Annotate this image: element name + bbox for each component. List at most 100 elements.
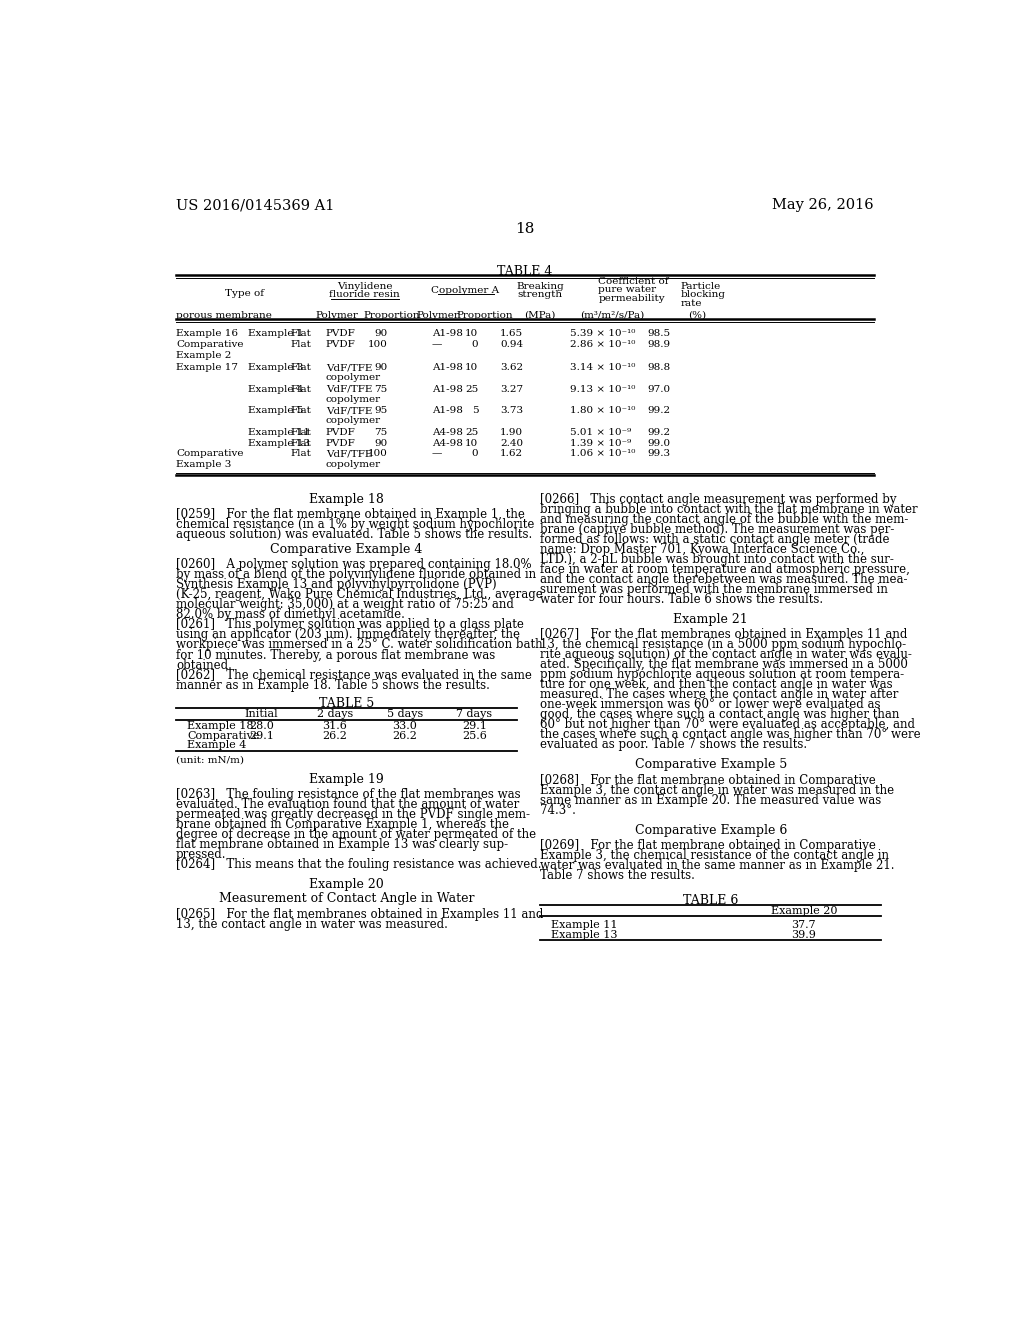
Text: workpiece was immersed in a 25° C. water solidification bath: workpiece was immersed in a 25° C. water…	[176, 639, 543, 652]
Text: Comparative Example 4: Comparative Example 4	[270, 543, 423, 556]
Text: Flat: Flat	[291, 428, 311, 437]
Text: 82.0% by mass of dimethyl acetamide.: 82.0% by mass of dimethyl acetamide.	[176, 609, 404, 622]
Text: [0264]   This means that the fouling resistance was achieved.: [0264] This means that the fouling resis…	[176, 858, 542, 871]
Text: Initial: Initial	[245, 709, 279, 719]
Text: Table 7 shows the results.: Table 7 shows the results.	[541, 869, 695, 882]
Text: 2.86 × 10⁻¹⁰: 2.86 × 10⁻¹⁰	[569, 341, 635, 348]
Text: blocking: blocking	[681, 290, 726, 300]
Text: PVDF: PVDF	[326, 428, 355, 437]
Text: 10: 10	[465, 438, 478, 447]
Text: one-week immersion was 60° or lower were evaluated as: one-week immersion was 60° or lower were…	[541, 698, 881, 711]
Text: US 2016/0145369 A1: US 2016/0145369 A1	[176, 198, 335, 213]
Text: 1.06 × 10⁻¹⁰: 1.06 × 10⁻¹⁰	[569, 449, 635, 458]
Text: Example 16: Example 16	[176, 330, 238, 338]
Text: permeability: permeability	[598, 294, 665, 302]
Text: 31.6: 31.6	[323, 721, 347, 731]
Text: [0261]   This polymer solution was applied to a glass plate: [0261] This polymer solution was applied…	[176, 619, 524, 631]
Text: 0: 0	[472, 341, 478, 348]
Text: copolymer: copolymer	[326, 461, 381, 469]
Text: 13, the contact angle in water was measured.: 13, the contact angle in water was measu…	[176, 917, 447, 931]
Text: [0266]   This contact angle measurement was performed by: [0266] This contact angle measurement wa…	[541, 492, 897, 506]
Text: Example 21: Example 21	[674, 612, 749, 626]
Text: —: —	[432, 449, 442, 458]
Text: bringing a bubble into contact with the flat membrane in water: bringing a bubble into contact with the …	[541, 503, 918, 516]
Text: 97.0: 97.0	[647, 385, 671, 393]
Text: Particle: Particle	[681, 281, 721, 290]
Text: rite aqueous solution) of the contact angle in water was evalu-: rite aqueous solution) of the contact an…	[541, 648, 912, 661]
Text: same manner as in Example 20. The measured value was: same manner as in Example 20. The measur…	[541, 793, 882, 807]
Text: 26.2: 26.2	[323, 731, 347, 742]
Text: —: —	[432, 341, 442, 348]
Text: flat membrane obtained in Example 13 was clearly sup-: flat membrane obtained in Example 13 was…	[176, 838, 508, 851]
Text: (MPa): (MPa)	[524, 312, 556, 319]
Text: 29.1: 29.1	[462, 721, 486, 731]
Text: 90: 90	[375, 330, 388, 338]
Text: Flat: Flat	[291, 341, 311, 348]
Text: 29.1: 29.1	[249, 731, 273, 742]
Text: 28.0: 28.0	[249, 721, 273, 731]
Text: 99.2: 99.2	[647, 407, 671, 416]
Text: manner as in Example 18. Table 5 shows the results.: manner as in Example 18. Table 5 shows t…	[176, 678, 489, 692]
Text: copolymer: copolymer	[326, 416, 381, 425]
Text: Example 4: Example 4	[187, 741, 247, 751]
Text: 3.73: 3.73	[500, 407, 523, 416]
Text: permeated was greatly decreased in the PVDF single mem-: permeated was greatly decreased in the P…	[176, 808, 530, 821]
Text: the cases where such a contact angle was higher than 70° were: the cases where such a contact angle was…	[541, 729, 921, 742]
Text: 1.65: 1.65	[500, 330, 523, 338]
Text: Polymer: Polymer	[417, 312, 460, 319]
Text: [0263]   The fouling resistance of the flat membranes was: [0263] The fouling resistance of the fla…	[176, 788, 520, 801]
Text: 25.6: 25.6	[462, 731, 486, 742]
Text: Proportion: Proportion	[456, 312, 513, 319]
Text: Example 5: Example 5	[248, 407, 303, 416]
Text: Example 3, the contact angle in water was measured in the: Example 3, the contact angle in water wa…	[541, 784, 894, 797]
Text: Example 3: Example 3	[176, 461, 231, 469]
Text: Example 4: Example 4	[248, 385, 303, 393]
Text: VdF/TFE: VdF/TFE	[326, 407, 372, 416]
Text: 99.2: 99.2	[647, 428, 671, 437]
Text: Comparative: Comparative	[176, 449, 244, 458]
Text: Example 13: Example 13	[248, 438, 310, 447]
Text: ated. Specifically, the flat membrane was immersed in a 5000: ated. Specifically, the flat membrane wa…	[541, 659, 908, 671]
Text: Example 19: Example 19	[309, 772, 384, 785]
Text: Example 18: Example 18	[187, 721, 253, 731]
Text: 25: 25	[465, 428, 478, 437]
Text: Copolymer A: Copolymer A	[431, 286, 499, 296]
Text: evaluated. The evaluation found that the amount of water: evaluated. The evaluation found that the…	[176, 799, 519, 812]
Text: Flat: Flat	[291, 330, 311, 338]
Text: LTD.), a 2-μL bubble was brought into contact with the sur-: LTD.), a 2-μL bubble was brought into co…	[541, 553, 894, 566]
Text: 2 days: 2 days	[316, 709, 353, 719]
Text: strength: strength	[518, 290, 563, 300]
Text: 18: 18	[515, 222, 535, 235]
Text: VdF/TFE: VdF/TFE	[326, 449, 372, 458]
Text: copolymer: copolymer	[326, 374, 381, 383]
Text: 98.5: 98.5	[647, 330, 671, 338]
Text: 98.9: 98.9	[647, 341, 671, 348]
Text: [0259]   For the flat membrane obtained in Example 1, the: [0259] For the flat membrane obtained in…	[176, 508, 525, 521]
Text: 7 days: 7 days	[457, 709, 493, 719]
Text: 1.80 × 10⁻¹⁰: 1.80 × 10⁻¹⁰	[569, 407, 635, 416]
Text: Polymer: Polymer	[315, 312, 358, 319]
Text: A4-98: A4-98	[432, 428, 463, 437]
Text: 90: 90	[375, 363, 388, 372]
Text: for 10 minutes. Thereby, a porous flat membrane was: for 10 minutes. Thereby, a porous flat m…	[176, 648, 496, 661]
Text: Comparative: Comparative	[187, 731, 259, 742]
Text: Example 11: Example 11	[551, 920, 617, 929]
Text: Example 20: Example 20	[770, 906, 837, 916]
Text: Comparative Example 5: Comparative Example 5	[635, 758, 786, 771]
Text: good, the cases where such a contact angle was higher than: good, the cases where such a contact ang…	[541, 708, 900, 721]
Text: A1-98: A1-98	[432, 363, 463, 372]
Text: 33.0: 33.0	[392, 721, 417, 731]
Text: 5.01 × 10⁻⁹: 5.01 × 10⁻⁹	[569, 428, 631, 437]
Text: Flat: Flat	[291, 407, 311, 416]
Text: [0265]   For the flat membranes obtained in Examples 11 and: [0265] For the flat membranes obtained i…	[176, 908, 544, 920]
Text: 75: 75	[375, 385, 388, 393]
Text: 95: 95	[375, 407, 388, 416]
Text: A1-98: A1-98	[432, 407, 463, 416]
Text: 74.3°.: 74.3°.	[541, 804, 577, 817]
Text: 75: 75	[375, 428, 388, 437]
Text: Comparative: Comparative	[176, 341, 244, 348]
Text: obtained.: obtained.	[176, 659, 231, 672]
Text: 5 days: 5 days	[386, 709, 423, 719]
Text: PVDF: PVDF	[326, 341, 355, 348]
Text: 0.94: 0.94	[500, 341, 523, 348]
